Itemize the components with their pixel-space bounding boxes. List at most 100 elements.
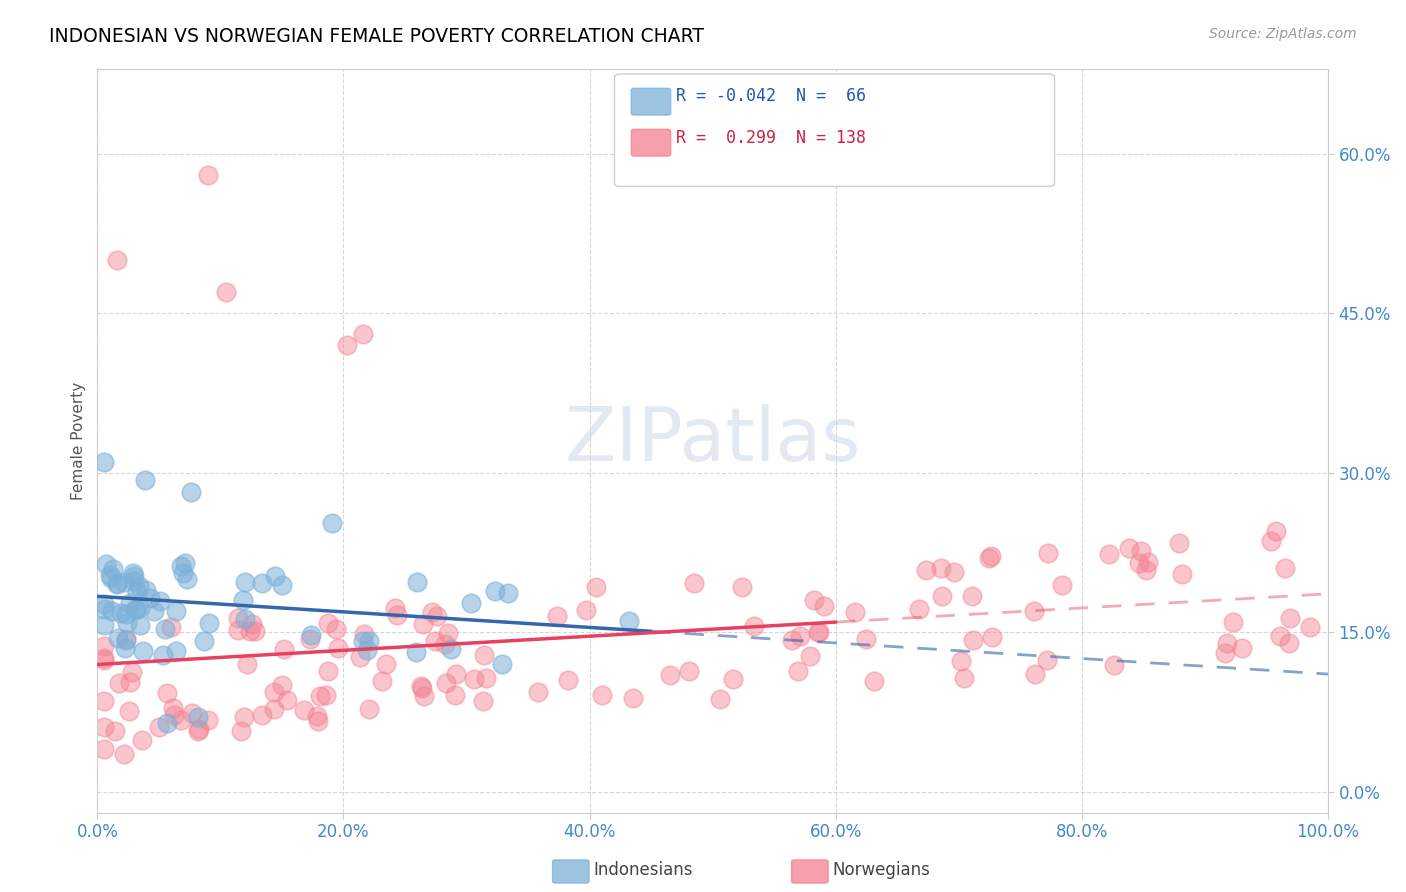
Point [162, 701, 184, 715]
Point [174, 556, 197, 570]
Point [315, 689, 337, 703]
Point [93, 602, 115, 616]
Point [709, 692, 731, 706]
Point [943, 565, 966, 579]
Point [138, 591, 160, 605]
Point [929, 561, 952, 575]
Point [385, 607, 408, 622]
Point [1215, 636, 1237, 650]
Point [114, 607, 136, 622]
Point [125, 602, 148, 616]
Point [152, 648, 174, 662]
Point [243, 624, 266, 638]
Point [931, 589, 953, 603]
Point [352, 634, 374, 648]
Point [426, 609, 449, 624]
Point [98, 567, 121, 582]
Point [446, 667, 468, 681]
Point [803, 593, 825, 607]
Point [236, 657, 259, 671]
Point [156, 686, 179, 700]
Point [1136, 555, 1159, 569]
Point [134, 473, 156, 487]
Point [574, 603, 596, 617]
Point [328, 641, 350, 656]
Point [384, 600, 406, 615]
Point [471, 694, 494, 708]
Point [1230, 641, 1253, 656]
Point [180, 706, 202, 720]
Point [93, 640, 115, 654]
Point [105, 252, 128, 267]
Point [1128, 556, 1150, 570]
Point [356, 643, 378, 657]
Point [197, 713, 219, 727]
Point [115, 633, 138, 648]
Point [789, 629, 811, 643]
Point [292, 703, 315, 717]
Point [585, 580, 607, 594]
Point [977, 550, 1000, 565]
Point [557, 673, 579, 688]
Point [94, 557, 117, 571]
Point [527, 685, 550, 699]
Point [226, 610, 249, 624]
Point [299, 627, 322, 641]
Point [1102, 657, 1125, 672]
Point [273, 642, 295, 657]
Point [359, 701, 381, 715]
Point [335, 338, 357, 352]
Point [844, 605, 866, 619]
Point [316, 664, 339, 678]
Point [1168, 536, 1191, 550]
Point [950, 654, 973, 668]
Point [163, 708, 186, 723]
Point [120, 675, 142, 690]
Point [799, 648, 821, 663]
Point [215, 285, 238, 299]
Point [546, 608, 568, 623]
Point [1050, 578, 1073, 592]
Point [142, 604, 165, 618]
Text: Norwegians: Norwegians [832, 861, 931, 879]
Point [619, 614, 641, 628]
Point [807, 624, 830, 639]
Point [659, 667, 682, 681]
Point [406, 575, 429, 590]
Point [270, 578, 292, 592]
Point [239, 624, 262, 639]
Point [436, 626, 458, 640]
Point [1265, 524, 1288, 538]
Point [93, 694, 115, 708]
Point [270, 678, 292, 692]
Point [307, 709, 329, 723]
Point [412, 690, 434, 704]
Point [962, 632, 984, 647]
Point [110, 607, 132, 621]
Point [165, 644, 187, 658]
Point [129, 601, 152, 615]
Point [352, 327, 374, 342]
Point [731, 580, 754, 594]
Point [1274, 561, 1296, 575]
Point [787, 665, 810, 679]
Point [474, 672, 496, 686]
Point [156, 715, 179, 730]
Point [353, 627, 375, 641]
Point [108, 675, 131, 690]
Point [409, 679, 432, 693]
Point [960, 589, 983, 603]
Point [107, 632, 129, 646]
Point [472, 648, 495, 662]
Point [250, 708, 273, 723]
Point [1222, 615, 1244, 629]
Point [439, 642, 461, 657]
Point [93, 455, 115, 469]
Point [198, 616, 221, 631]
Text: ZIPatlas: ZIPatlas [565, 404, 860, 477]
Point [104, 724, 127, 739]
Point [780, 633, 803, 648]
Point [124, 603, 146, 617]
Point [742, 619, 765, 633]
Point [357, 633, 380, 648]
